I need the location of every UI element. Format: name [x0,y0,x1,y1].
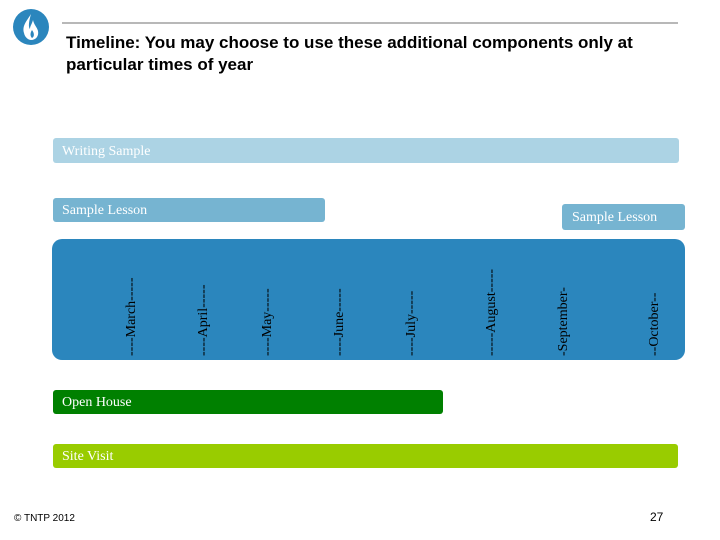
writing-sample-bar: Writing Sample [53,138,679,163]
month-label-october: --October-- [647,292,662,356]
month-label-may: ----May----- [260,288,275,356]
site-visit-bar: Site Visit [53,444,678,468]
month-label-july: ----July----- [404,290,419,356]
months-band: ----March----- ----April----- ----May---… [52,239,685,360]
page-number: 27 [650,510,664,524]
slide-title: Timeline: You may choose to use these ad… [66,33,633,74]
month-label-march: ----March----- [124,277,139,357]
header-divider [62,22,678,24]
sample-lesson-bar-left: Sample Lesson [53,198,325,222]
month-label-august: -----August----- [484,268,499,356]
open-house-bar: Open House [53,390,443,414]
copyright-text: © TNTP 2012 [14,513,75,524]
month-label-april: ----April----- [196,284,211,356]
tntp-logo-icon [12,8,50,46]
month-label-june: ----June----- [332,288,347,356]
sample-lesson-bar-right: Sample Lesson [562,204,685,230]
month-label-september: -September- [556,287,571,356]
